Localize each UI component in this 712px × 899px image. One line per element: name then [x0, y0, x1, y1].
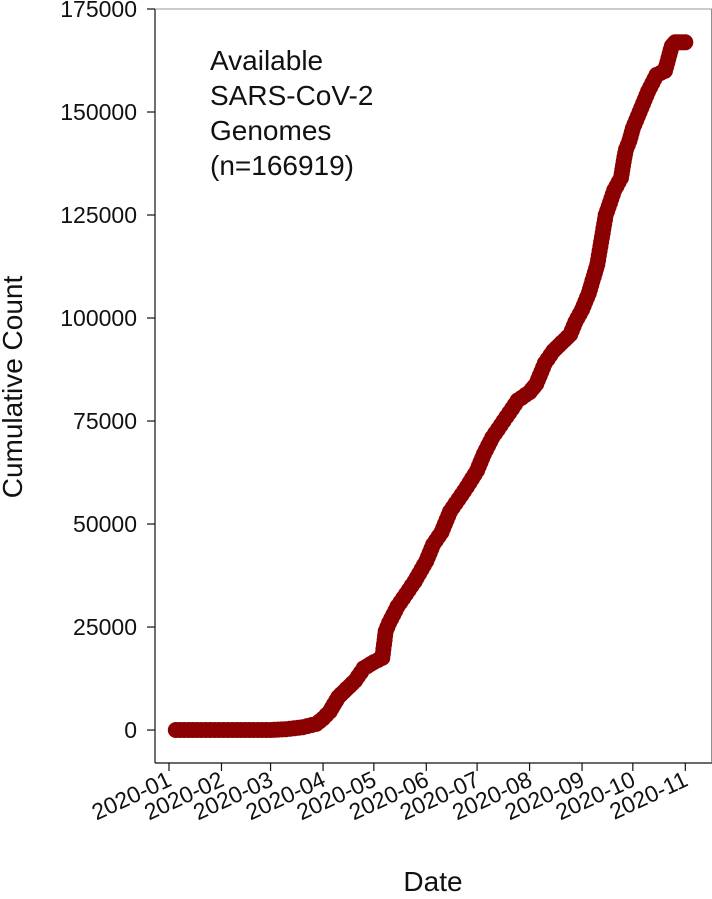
- y-tick-label: 125000: [60, 202, 137, 228]
- annotation-text: Available SARS-CoV-2 Genomes (n=166919): [210, 45, 381, 181]
- x-axis-title: Date: [403, 866, 462, 897]
- y-tick-label: 50000: [73, 511, 137, 537]
- y-tick-label: 150000: [60, 99, 137, 125]
- series-layer: [167, 34, 694, 738]
- data-point: [677, 34, 694, 51]
- annotation-line-4: (n=166919): [210, 150, 354, 181]
- y-tick-label: 75000: [73, 408, 137, 434]
- annotation-line-3: Genomes: [210, 115, 331, 146]
- annotation-line-2: SARS-CoV-2: [210, 80, 373, 111]
- y-tick-label: 175000: [60, 0, 137, 22]
- x-axis: 2020-012020-022020-032020-042020-052020-…: [88, 763, 691, 825]
- y-tick-label: 0: [124, 717, 137, 743]
- y-axis-title: Cumulative Count: [0, 276, 28, 499]
- y-tick-label: 25000: [73, 614, 137, 640]
- annotation-line-1: Available: [210, 45, 323, 76]
- y-tick-label: 100000: [60, 305, 137, 331]
- y-axis: 0 25000 50000 75000 100000 125000 150000 175000: [60, 0, 155, 743]
